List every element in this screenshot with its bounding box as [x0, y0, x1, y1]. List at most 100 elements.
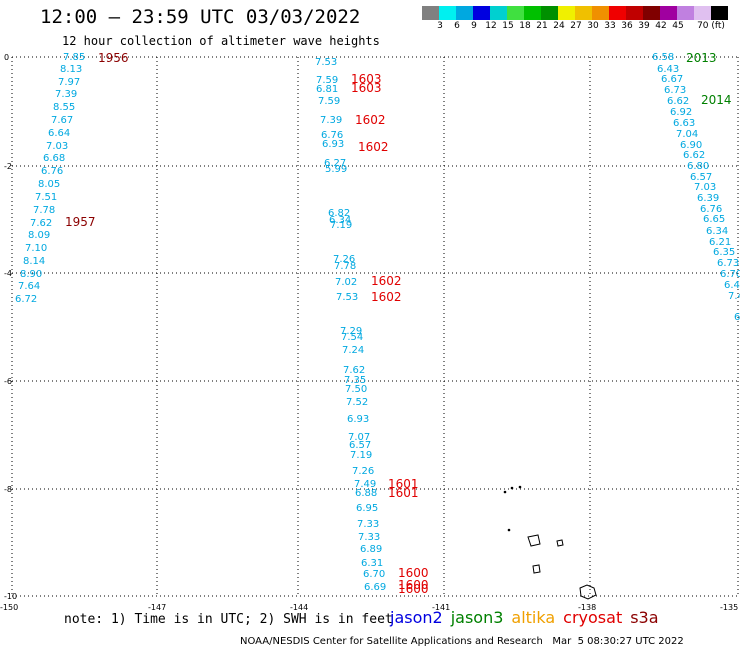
wave-height-label: 6.57 — [690, 172, 712, 183]
colorbar-swatch — [660, 6, 677, 20]
pass-time-label: 1602 — [358, 140, 389, 154]
colorbar-tick-label: 24 — [553, 21, 565, 31]
wave-height-label: 6.89 — [360, 544, 382, 555]
colorbar-swatch — [711, 6, 728, 20]
wave-height-label: 7.78 — [334, 261, 356, 272]
island-dot — [507, 528, 511, 532]
wave-height-label: 6.73 — [717, 258, 739, 269]
pass-time-label: 1600 — [398, 578, 429, 592]
wave-height-label: 6.92 — [670, 107, 692, 118]
lat-tick-label: 0 — [4, 53, 9, 62]
wave-height-label: 7.26 — [333, 254, 355, 265]
wave-height-label: 6.64 — [48, 128, 70, 139]
wave-height-label: 7.03 — [694, 182, 716, 193]
island-dot — [518, 485, 522, 489]
wave-height-label: 7.51 — [35, 192, 57, 203]
wave-height-label: 6.31 — [361, 558, 383, 569]
wave-height-label: 6.68 — [43, 153, 65, 164]
colorbar-tick-label: 21 — [536, 21, 548, 31]
wave-height-label: 6.57 — [349, 440, 371, 451]
pass-time-label: 2013 — [686, 51, 717, 65]
wave-height-label: 6.21 — [709, 237, 731, 248]
lon-tick-label: -141 — [432, 603, 450, 612]
colorbar-tick-label: 45 — [672, 21, 684, 31]
colorbar-tick-label: 42 — [655, 21, 667, 31]
wave-height-label: 6.67 — [661, 74, 683, 85]
lon-tick-label: -150 — [0, 603, 18, 612]
wave-height-label: 7.33 — [357, 519, 379, 530]
wave-height-label: 7.39 — [320, 115, 342, 126]
wave-height-label: 6.34 — [329, 215, 351, 226]
wave-height-label: 7.53 — [336, 292, 358, 303]
wave-height-label: 6.62 — [667, 96, 689, 107]
wave-height-label: 6.69 — [364, 582, 386, 593]
colorbar-swatch — [422, 6, 439, 20]
wave-height-label: 7.59 — [318, 96, 340, 107]
wave-height-label: 6.82 — [328, 208, 350, 219]
wave-height-label: 6.76 — [41, 166, 63, 177]
wave-height-label: 6.70 — [720, 269, 740, 280]
wave-height-label: 6.72 — [15, 294, 37, 305]
wave-height-label: 7.97 — [58, 77, 80, 88]
colorbar-swatch — [490, 6, 507, 20]
colorbar-swatch — [541, 6, 558, 20]
wave-height-label: 6.4 — [724, 280, 740, 291]
pass-time-label: 1601 — [388, 477, 419, 491]
colorbar-swatch — [626, 6, 643, 20]
wave-height-label: 7.10 — [25, 243, 47, 254]
pass-time-label: 1603 — [351, 81, 382, 95]
island-outline — [527, 534, 541, 547]
colorbar-swatch — [558, 6, 575, 20]
wave-height-label: 8.90 — [20, 269, 42, 280]
wave-height-label: 7.24 — [342, 345, 364, 356]
wave-height-label: 7.29 — [340, 326, 362, 337]
chart-title: 12:00 – 23:59 UTC 03/03/2022 — [40, 6, 361, 28]
lat-tick-label: -8 — [4, 485, 12, 494]
colorbar-tick-label: 70 (ft) — [697, 21, 725, 31]
wave-height-label: 6.43 — [657, 64, 679, 75]
pass-time-label: 1602 — [355, 113, 386, 127]
pass-time-label: 1957 — [65, 215, 96, 229]
wave-height-label: 7.19 — [330, 220, 352, 231]
colorbar-tick-label: 15 — [502, 21, 514, 31]
colorbar-swatch — [524, 6, 541, 20]
pass-time-label: 2014 — [701, 93, 732, 107]
wave-height-label: 7.67 — [51, 115, 73, 126]
colorbar-tick-label: 36 — [621, 21, 633, 31]
wave-height-label: 8.05 — [38, 179, 60, 190]
legend-item: s3a — [630, 608, 659, 627]
colorbar-swatch — [439, 6, 456, 20]
colorbar-swatch — [507, 6, 524, 20]
lat-tick-label: -4 — [4, 269, 12, 278]
wave-height-label: 6.88 — [355, 488, 377, 499]
wave-height-label: 7.64 — [18, 281, 40, 292]
colorbar-swatch — [643, 6, 660, 20]
lon-tick-label: -138 — [578, 603, 596, 612]
wave-height-label: 6.76 — [700, 204, 722, 215]
satellite-legend: jason2 jason3 altika cryosat s3a — [390, 608, 667, 627]
colorbar-swatch — [592, 6, 609, 20]
wave-height-label: 6.35 — [713, 247, 735, 258]
island-outline — [556, 539, 564, 547]
lat-tick-label: -6 — [4, 377, 12, 386]
wave-height-label: 7.03 — [46, 141, 68, 152]
wave-height-label: 6.65 — [703, 214, 725, 225]
lat-tick-label: -2 — [4, 162, 12, 171]
colorbar — [422, 6, 728, 20]
wave-height-label: 6.73 — [664, 85, 686, 96]
footnote: note: 1) Time is in UTC; 2) SWH is in fe… — [64, 612, 393, 627]
legend-item: jason2 — [390, 608, 443, 627]
wave-height-label: 6.90 — [680, 140, 702, 151]
colorbar-tick-label: 33 — [604, 21, 616, 31]
lon-tick-label: -135 — [720, 603, 738, 612]
wave-height-label: 7.59 — [316, 75, 338, 86]
colorbar-swatch — [677, 6, 694, 20]
wave-height-label: 7.02 — [335, 277, 357, 288]
colorbar-swatch — [473, 6, 490, 20]
wave-height-label: 6.81 — [316, 84, 338, 95]
wave-height-label: 6.39 — [697, 193, 719, 204]
wave-height-label: 6.80 — [687, 161, 709, 172]
wave-height-label: 7.62 — [30, 218, 52, 229]
wave-height-label: 5.99 — [325, 164, 347, 175]
wave-height-label: 6.34 — [706, 226, 728, 237]
